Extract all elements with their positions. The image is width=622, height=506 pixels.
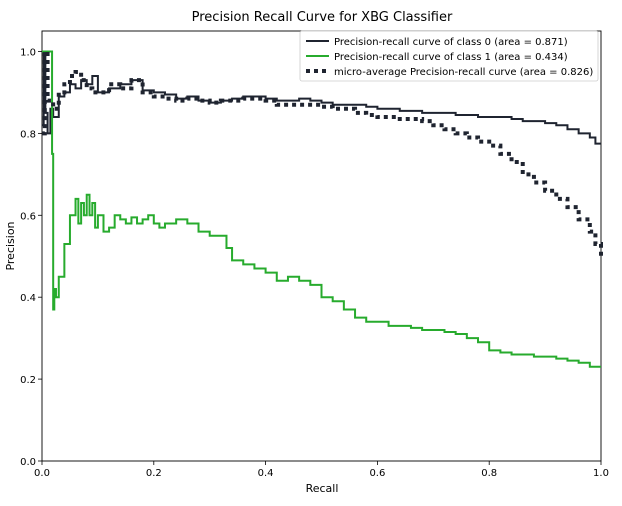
axes-frame: [41, 30, 602, 462]
legend-label-micro-average: micro-average Precision-recall curve (ar…: [334, 67, 593, 78]
y-axis-ticks: 0.0 0.2 0.4 0.6 0.8 1.0: [20, 47, 42, 468]
x-tick-label: 1.0: [593, 468, 609, 479]
plot-area: [41, 30, 603, 462]
y-tick-label: 1.0: [20, 47, 36, 58]
y-tick-label: 0.8: [20, 129, 36, 140]
x-tick-label: 0.2: [146, 468, 162, 479]
y-axis-label: Precision: [4, 221, 17, 270]
x-tick-label: 0.8: [481, 468, 497, 479]
series-line-0: [42, 50, 601, 145]
x-tick-label: 0.0: [34, 468, 50, 479]
series-line-1: [42, 50, 601, 368]
legend-label-class-0: Precision-recall curve of class 0 (area …: [334, 37, 568, 48]
y-tick-label: 0.4: [20, 293, 36, 304]
x-axis-label: Recall: [306, 482, 339, 495]
x-tick-label: 0.6: [369, 468, 385, 479]
y-tick-label: 0.2: [20, 375, 36, 386]
series-line-2: [42, 49, 603, 257]
x-tick-label: 0.4: [258, 468, 274, 479]
legend: Precision-recall curve of class 0 (area …: [299, 30, 599, 82]
chart-title: Precision Recall Curve for XBG Classifie…: [192, 10, 453, 25]
legend-label-class-1: Precision-recall curve of class 1 (area …: [334, 52, 568, 63]
x-axis-ticks: 0.0 0.2 0.4 0.6 0.8 1.0: [34, 461, 609, 479]
y-tick-label: 0.0: [20, 457, 36, 468]
series-layer: [42, 49, 603, 368]
y-tick-label: 0.6: [20, 211, 36, 222]
legend-box: [299, 30, 599, 82]
